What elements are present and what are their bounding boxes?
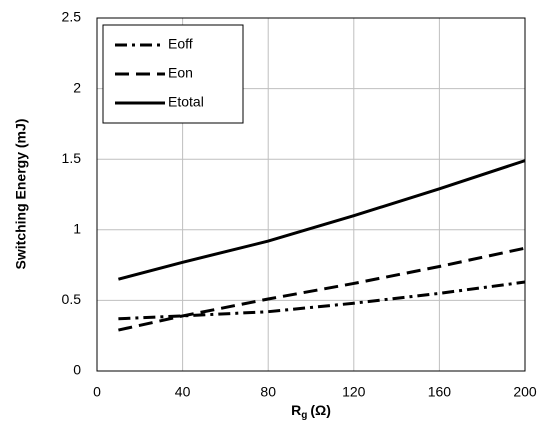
legend-label: Etotal	[168, 94, 204, 110]
x-tick-label: 80	[260, 384, 276, 400]
series-line	[118, 246, 526, 332]
x-axis-label: Rg (Ω)	[291, 402, 331, 421]
legend-label: Eon	[168, 65, 193, 81]
y-tick-label: 2.5	[62, 9, 82, 25]
x-tick-label: 160	[428, 384, 452, 400]
y-tick-label: 0	[73, 362, 81, 378]
x-label-unit: (Ω)	[310, 402, 331, 418]
x-tick-label: 120	[342, 384, 366, 400]
series-line	[118, 280, 526, 321]
y-axis-label: Switching Energy (mJ)	[13, 119, 29, 270]
y-tick-label: 2	[73, 79, 81, 95]
x-tick-label: 40	[175, 384, 191, 400]
legend-label: Eoff	[168, 36, 193, 52]
plot-border	[96, 17, 526, 372]
x-tick-label: 200	[513, 384, 537, 400]
x-label-sub: g	[301, 410, 307, 421]
series-line	[118, 159, 526, 281]
y-tick-label: 1.5	[62, 150, 82, 166]
x-tick-label: 0	[93, 384, 101, 400]
y-tick-label: 1	[73, 221, 81, 237]
x-label-main: R	[291, 402, 301, 418]
y-tick-label: 0.5	[62, 291, 82, 307]
legend: Eoff Eon Etotal	[102, 24, 244, 124]
